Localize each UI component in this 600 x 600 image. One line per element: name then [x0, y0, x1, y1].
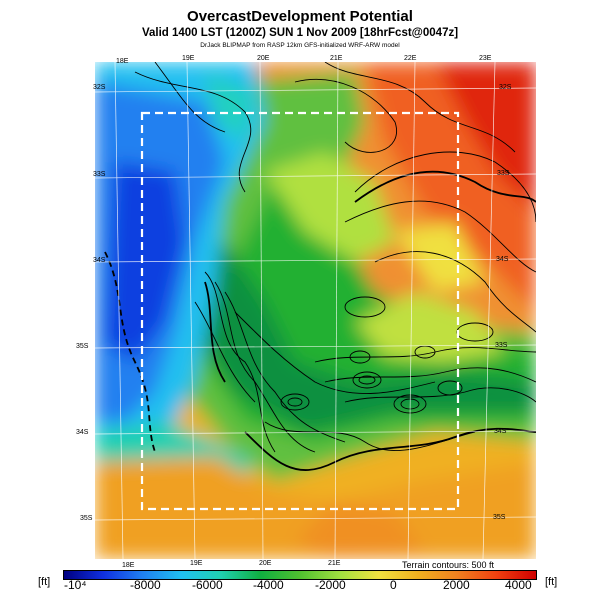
colorbar [63, 570, 537, 580]
lon-label-bottom: 18E [122, 562, 135, 569]
lon-label-bottom: 20E [259, 560, 272, 567]
model-credit: DrJack BLIPMAP from RASP 12km GFS-initia… [200, 42, 400, 49]
lon-label-top: 18E [116, 58, 129, 65]
valid-time-subtitle: Valid 1400 LST (1200Z) SUN 1 Nov 2009 [1… [141, 27, 459, 39]
lat-label-left: 34S [76, 429, 89, 436]
lat-label-left: 33S [93, 171, 106, 178]
inner-domain-box [140, 111, 460, 511]
lon-label-bottom: 21E [328, 560, 341, 567]
colorbar-tick-label: -8000 [130, 578, 161, 592]
lat-label-right: 35S [493, 514, 506, 521]
lon-label-bottom: 19E [190, 560, 203, 567]
lat-label-left: 32S [93, 84, 106, 91]
lat-label-left: 35S [76, 343, 89, 350]
map-field-svg [95, 62, 536, 559]
colorbar-tick-label: 4000 [505, 578, 532, 592]
forecast-map[interactable] [95, 62, 536, 559]
lat-label-left: 34S [93, 257, 106, 264]
colorbar-tick-label: 0 [390, 578, 397, 592]
colorbar-tick-label: -2000 [315, 578, 346, 592]
lat-label-right: 33S [497, 170, 510, 177]
lat-label-left: 35S [80, 515, 93, 522]
lat-label-right: 32S [499, 84, 512, 91]
lat-label-right: 34S [496, 256, 509, 263]
lon-label-top: 21E [330, 55, 343, 62]
lon-label-top: 22E [404, 55, 417, 62]
colorbar-tick-label: -6000 [192, 578, 223, 592]
lon-label-top: 19E [182, 55, 195, 62]
colorbar-tick-label: 2000 [443, 578, 470, 592]
colorbar-unit-right: [ft] [545, 576, 558, 588]
colorbar-unit-left: [ft] [38, 576, 51, 588]
lon-label-top: 23E [479, 55, 492, 62]
map-title: OvercastDevelopment Potential [187, 8, 413, 25]
colorbar-tick-label: -10⁴ [64, 578, 87, 592]
lon-label-top: 20E [257, 55, 270, 62]
lat-label-right: 33S [495, 342, 508, 349]
terrain-contour-note: Terrain contours: 500 ft [402, 560, 495, 570]
lat-label-right: 34S [494, 428, 507, 435]
colorbar-tick-label: -4000 [253, 578, 284, 592]
